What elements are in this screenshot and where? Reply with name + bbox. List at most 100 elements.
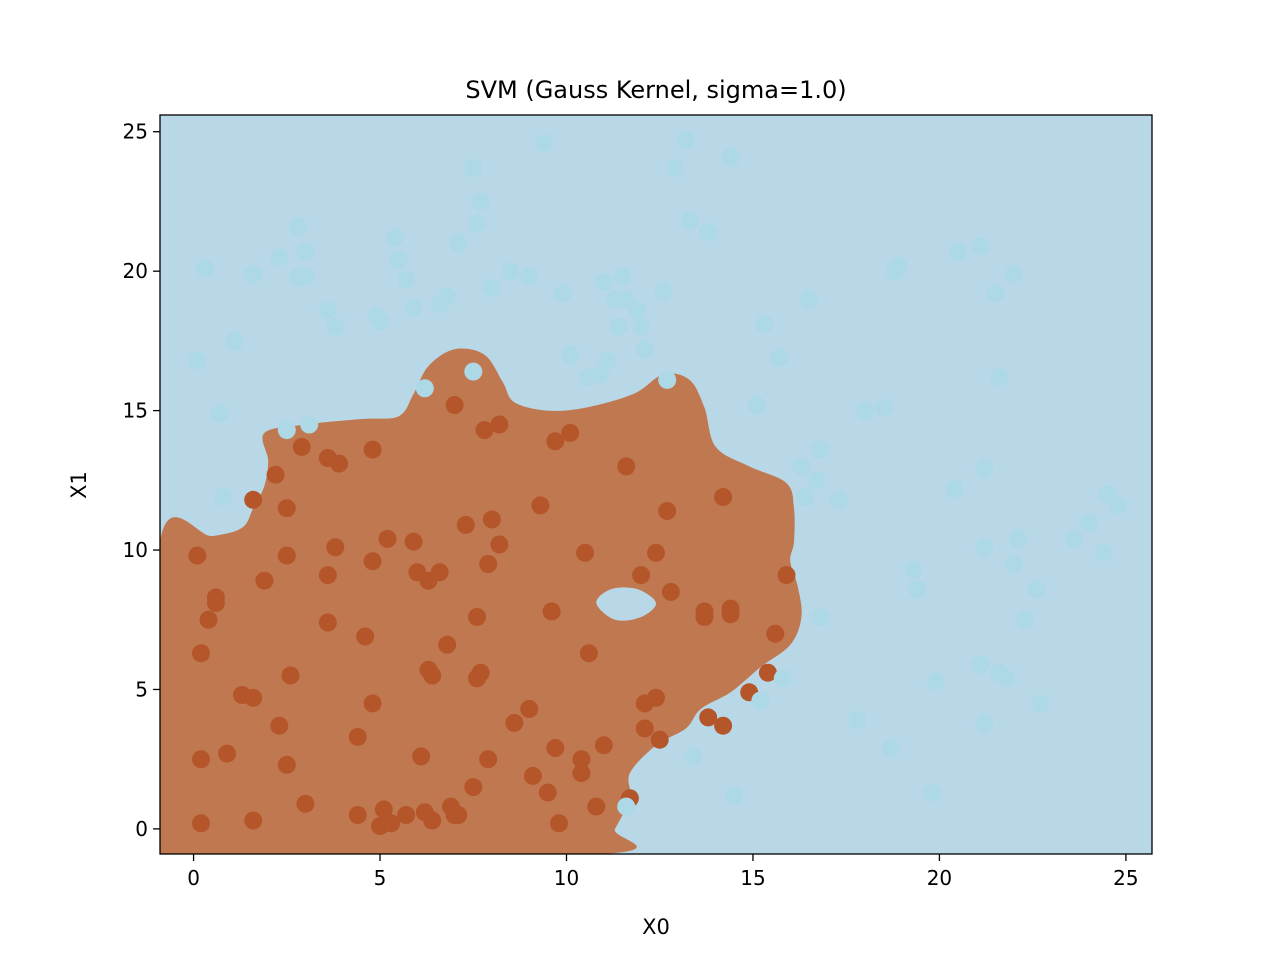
x-tick-label: 20 bbox=[927, 866, 952, 890]
data-point-negative bbox=[755, 315, 774, 334]
data-point-negative bbox=[300, 415, 319, 434]
data-point-positive bbox=[218, 744, 237, 763]
data-point-negative bbox=[296, 267, 315, 286]
data-point-positive bbox=[542, 602, 561, 621]
x-tick-label: 0 bbox=[187, 866, 200, 890]
data-point-negative bbox=[811, 608, 830, 626]
data-point-positive bbox=[318, 613, 337, 632]
data-point-negative bbox=[949, 242, 968, 261]
data-point-positive bbox=[192, 814, 210, 833]
x-tick-label: 5 bbox=[374, 866, 387, 890]
data-point-positive bbox=[546, 432, 565, 451]
data-point-positive bbox=[479, 750, 498, 769]
data-point-negative bbox=[277, 421, 296, 440]
data-point-positive bbox=[658, 502, 677, 520]
data-point-negative bbox=[1005, 555, 1023, 573]
data-point-positive bbox=[412, 747, 431, 766]
data-point-positive bbox=[438, 635, 457, 654]
data-point-negative bbox=[617, 797, 636, 816]
data-point-positive bbox=[423, 666, 442, 685]
data-point-negative bbox=[270, 248, 289, 267]
data-point-positive bbox=[550, 814, 568, 833]
data-point-positive bbox=[647, 688, 665, 707]
data-point-negative bbox=[848, 711, 867, 730]
data-point-positive bbox=[363, 440, 382, 459]
data-point-negative bbox=[1109, 496, 1128, 515]
data-point-positive bbox=[449, 806, 468, 824]
data-point-positive bbox=[318, 566, 337, 585]
data-point-negative bbox=[385, 228, 404, 247]
data-point-positive bbox=[378, 529, 397, 548]
data-point-negative bbox=[699, 223, 718, 242]
data-point-negative bbox=[535, 133, 554, 152]
data-point-negative bbox=[289, 217, 307, 236]
data-point-positive bbox=[430, 563, 449, 582]
data-point-negative bbox=[553, 284, 572, 303]
x-tick-label: 15 bbox=[740, 866, 765, 890]
data-point-negative bbox=[609, 317, 628, 336]
data-point-positive bbox=[714, 716, 733, 735]
data-point-positive bbox=[520, 700, 539, 718]
data-point-positive bbox=[635, 719, 654, 738]
data-point-positive bbox=[326, 538, 345, 557]
data-point-negative bbox=[904, 560, 923, 579]
data-point-positive bbox=[758, 663, 777, 682]
data-point-negative bbox=[471, 192, 490, 211]
data-point-negative bbox=[796, 488, 815, 506]
data-point-negative bbox=[855, 401, 874, 420]
data-point-negative bbox=[389, 251, 408, 269]
data-point-negative bbox=[296, 242, 315, 261]
data-point-negative bbox=[210, 404, 229, 423]
data-point-negative bbox=[747, 396, 766, 414]
data-point-negative bbox=[684, 747, 703, 766]
data-point-negative bbox=[371, 312, 389, 331]
data-point-positive bbox=[695, 608, 714, 626]
y-axis-label: X1 bbox=[67, 471, 91, 499]
data-point-negative bbox=[1016, 610, 1035, 629]
data-point-negative bbox=[464, 159, 483, 177]
data-point-positive bbox=[721, 599, 740, 618]
data-point-negative bbox=[990, 368, 1009, 387]
data-point-negative bbox=[889, 256, 908, 275]
data-point-positive bbox=[579, 644, 598, 663]
data-point-positive bbox=[244, 490, 263, 509]
data-point-negative bbox=[971, 655, 990, 674]
data-point-positive bbox=[292, 437, 311, 456]
data-point-positive bbox=[587, 797, 606, 816]
data-point-negative bbox=[874, 398, 893, 417]
data-point-negative bbox=[1094, 543, 1113, 562]
data-point-positive bbox=[766, 624, 785, 643]
data-point-negative bbox=[520, 267, 539, 286]
data-point-positive bbox=[356, 627, 375, 646]
data-point-positive bbox=[404, 532, 423, 551]
data-point-negative bbox=[1008, 529, 1027, 548]
data-point-negative bbox=[654, 281, 673, 300]
data-point-positive bbox=[572, 750, 591, 769]
data-point-positive bbox=[464, 778, 483, 797]
data-point-positive bbox=[296, 794, 315, 813]
data-point-negative bbox=[923, 783, 941, 802]
data-point-positive bbox=[348, 727, 367, 746]
data-point-negative bbox=[594, 273, 613, 292]
data-point-negative bbox=[658, 370, 677, 389]
data-point-positive bbox=[617, 457, 636, 476]
y-tick-label: 5 bbox=[135, 677, 148, 701]
data-point-negative bbox=[1031, 694, 1050, 713]
data-point-negative bbox=[975, 713, 994, 732]
data-point-negative bbox=[770, 348, 789, 367]
data-point-positive bbox=[255, 571, 274, 590]
data-point-negative bbox=[811, 440, 830, 459]
data-point-positive bbox=[576, 543, 595, 562]
data-point-negative bbox=[397, 270, 416, 289]
data-point-negative bbox=[945, 479, 964, 498]
data-point-positive bbox=[505, 713, 524, 732]
y-tick-label: 0 bbox=[135, 817, 148, 841]
data-point-positive bbox=[382, 814, 401, 833]
data-point-negative bbox=[799, 290, 818, 309]
data-point-negative bbox=[464, 362, 483, 381]
data-point-positive bbox=[363, 552, 382, 571]
data-point-positive bbox=[490, 415, 509, 434]
data-point-negative bbox=[1027, 580, 1046, 599]
data-point-negative bbox=[225, 331, 244, 350]
